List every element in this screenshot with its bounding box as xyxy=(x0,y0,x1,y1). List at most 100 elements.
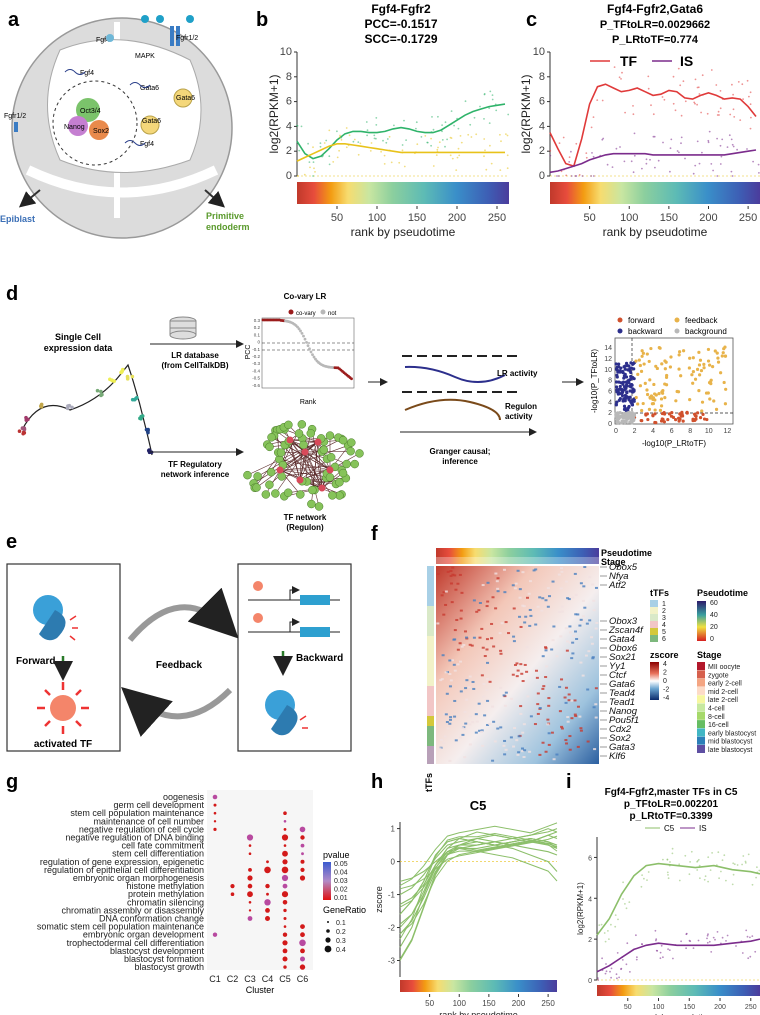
scatter-point xyxy=(500,140,502,143)
scatter-backward xyxy=(615,388,619,392)
scatter-backward xyxy=(621,380,626,384)
scatter-point xyxy=(309,166,311,169)
scatter-feedback xyxy=(707,381,712,385)
scatter-point xyxy=(506,167,509,170)
x-tick-label: 250 xyxy=(541,999,555,1008)
scatter-point xyxy=(756,866,758,869)
scatter-point xyxy=(430,144,432,147)
network-edge xyxy=(281,469,331,477)
scatter-point xyxy=(403,119,405,122)
scatter-feedback xyxy=(688,398,692,402)
scatter-point xyxy=(710,163,713,165)
scatter-point xyxy=(575,142,578,145)
scatter-feedback xyxy=(663,396,667,400)
ttfs-legend-swatch xyxy=(650,635,658,642)
scatter-point xyxy=(432,128,435,131)
heatmap-cell xyxy=(440,678,444,681)
nucleus-left xyxy=(52,80,138,166)
stage-legend-swatch xyxy=(697,720,705,729)
heatmap-cell xyxy=(498,632,502,635)
trajectory-cell xyxy=(138,416,142,421)
scatter-point xyxy=(438,141,441,144)
panel-b: b Fgf4-Fgfr2 PCC=-0.1517 SCC=-0.1729 0 2 4… xyxy=(256,2,510,239)
generatio-dot xyxy=(326,929,330,933)
scatter-point xyxy=(605,963,607,965)
y-tick-label: 0 xyxy=(588,978,592,985)
heatmap-cell xyxy=(496,587,500,590)
profile-line xyxy=(399,841,558,961)
y-tick-label: 6 xyxy=(588,855,592,862)
scatter-xtick: 8 xyxy=(688,428,692,435)
heatmap-cell xyxy=(478,601,482,604)
legend-forward: forward xyxy=(628,316,655,325)
label-endoderm: endoderm xyxy=(206,222,250,232)
scatter-point xyxy=(659,951,662,954)
heatmap-cell xyxy=(594,687,598,690)
heatmap-cell xyxy=(442,613,446,616)
heatmap-cell xyxy=(574,593,578,596)
scatter-point xyxy=(707,139,710,142)
scatter-feedback xyxy=(724,387,728,391)
scatter-point xyxy=(562,136,565,139)
go-dot xyxy=(213,827,217,832)
trajectory-cell xyxy=(39,402,44,407)
scatter-feedback xyxy=(665,373,669,378)
scatter-point xyxy=(669,170,671,173)
trajectory-cell xyxy=(140,414,145,418)
ttfs-legend-swatch xyxy=(650,628,658,635)
scatter-feedback xyxy=(653,408,657,412)
heatmap-cell xyxy=(451,573,455,576)
pseudotime-strip-h xyxy=(400,980,557,992)
scatter-point xyxy=(742,98,744,100)
scatter-point xyxy=(635,958,638,961)
go-dot xyxy=(264,899,271,906)
heatmap-cell xyxy=(439,679,443,682)
scatter-point xyxy=(716,114,719,116)
scatter-point xyxy=(607,930,609,932)
scatter-point xyxy=(632,105,634,107)
heatmap-cell xyxy=(588,576,592,579)
trajectory-points xyxy=(17,367,154,455)
heatmap-cell xyxy=(453,638,457,641)
covary-ytick-label: -0.2 xyxy=(252,354,260,359)
scatter-point xyxy=(615,973,618,976)
heatmap-pseudotime-label: Pseudotime xyxy=(601,548,652,558)
pseudotime-legend-bar xyxy=(697,601,706,641)
gene-label: Tead1 xyxy=(609,697,635,708)
scatter-point xyxy=(751,935,754,937)
scatter-feedback xyxy=(715,351,719,355)
heatmap-cell xyxy=(513,587,517,590)
tf-node xyxy=(314,438,322,446)
scatter-point xyxy=(357,153,360,156)
heatmap-cell xyxy=(445,721,449,724)
heatmap-cell xyxy=(548,595,552,598)
scatter-point xyxy=(464,100,467,103)
network-edge xyxy=(279,438,342,471)
trajectory-cell xyxy=(125,375,130,380)
trajectory-cell xyxy=(17,429,22,434)
x-tick-label: 100 xyxy=(453,999,467,1008)
heatmap-cell xyxy=(521,750,525,753)
scatter-point xyxy=(453,124,455,127)
scatter-point xyxy=(710,951,713,953)
label-fgf4-gene-2: Fgf4 xyxy=(140,141,154,148)
heatmap-cell xyxy=(593,748,597,751)
scatter-feedback xyxy=(688,356,692,360)
scatter-point xyxy=(712,169,714,172)
scatter-point xyxy=(696,140,699,143)
covary-point xyxy=(302,334,305,338)
legend-c5: C5 xyxy=(664,824,675,833)
stage-legend-title: Stage xyxy=(697,650,722,660)
heatmap-cell xyxy=(560,570,564,573)
target-node xyxy=(243,470,252,480)
heatmap-cell xyxy=(574,715,578,718)
gene-label: Nfya xyxy=(609,571,629,582)
scatter-point xyxy=(657,159,660,162)
heatmap-cell xyxy=(499,726,503,729)
heatmap-cell xyxy=(460,645,464,648)
go-dot xyxy=(300,835,305,840)
receptor-top-icon xyxy=(170,26,174,46)
scatter-point xyxy=(601,957,603,960)
heatmap-cell xyxy=(544,676,548,679)
scatter-point xyxy=(393,124,395,127)
